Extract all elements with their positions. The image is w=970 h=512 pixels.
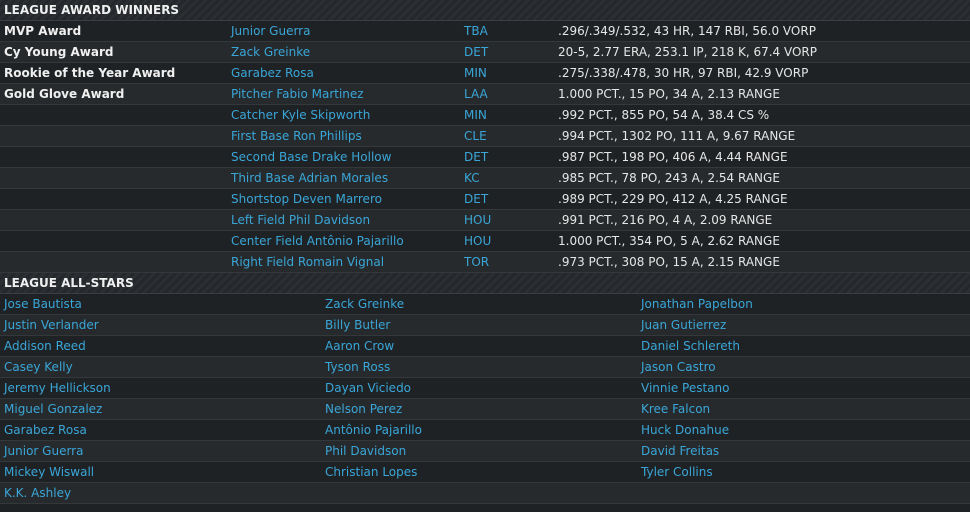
all-star-player-link[interactable]: Addison Reed xyxy=(4,339,86,353)
award-player-link[interactable]: Pitcher Fabio Martinez xyxy=(231,87,364,101)
award-row: Second Base Drake Hollow DET .987 PCT., 19… xyxy=(0,147,970,168)
all-star-player-link[interactable]: Juan Gutierrez xyxy=(641,318,727,332)
award-row: Shortstop Deven Marrero DET .989 PCT., 229… xyxy=(0,189,970,210)
award-team-link[interactable]: KC xyxy=(464,171,480,185)
award-team-link[interactable]: DET xyxy=(464,192,489,206)
award-name: Cy Young Award xyxy=(4,45,114,59)
all-star-player-link[interactable]: David Freitas xyxy=(641,444,720,458)
award-stats: 1.000 PCT., 354 PO, 5 A, 2.62 RANGE xyxy=(558,234,780,248)
all-star-player-link[interactable]: Daniel Schlereth xyxy=(641,339,740,353)
award-row: Right Field Romain Vignal TOR .973 PCT., 3… xyxy=(0,252,970,273)
award-stats: .973 PCT., 308 PO, 15 A, 2.15 RANGE xyxy=(558,255,780,269)
award-player-link[interactable]: Second Base Drake Hollow xyxy=(231,150,392,164)
all-star-row: Miguel Gonzalez Nelson Perez Kree Falcon xyxy=(0,399,970,420)
award-player-link[interactable]: Left Field Phil Davidson xyxy=(231,213,371,227)
award-stats: .275/.338/.478, 30 HR, 97 RBI, 42.9 VORP xyxy=(558,66,809,80)
award-player-link[interactable]: Third Base Adrian Morales xyxy=(231,171,389,185)
all-star-player-link[interactable]: Jason Castro xyxy=(641,360,716,374)
award-winners-section: LEAGUE AWARD WINNERS MVP Award Junior Gue… xyxy=(0,0,970,273)
award-player-link[interactable]: Shortstop Deven Marrero xyxy=(231,192,382,206)
all-star-player-link[interactable]: Junior Guerra xyxy=(4,444,84,458)
award-stats: 20-5, 2.77 ERA, 253.1 IP, 218 K, 67.4 VO… xyxy=(558,45,818,59)
award-player-link[interactable]: Right Field Romain Vignal xyxy=(231,255,385,269)
award-stats: .992 PCT., 855 PO, 54 A, 38.4 CS % xyxy=(558,108,770,122)
award-team-link[interactable]: LAA xyxy=(464,87,488,101)
all-star-player-link[interactable]: Christian Lopes xyxy=(325,465,418,479)
award-team-link[interactable]: DET xyxy=(464,45,489,59)
all-star-player-link[interactable]: Phil Davidson xyxy=(325,444,407,458)
award-team-link[interactable]: MIN xyxy=(464,66,487,80)
award-stats: .989 PCT., 229 PO, 412 A, 4.25 RANGE xyxy=(558,192,788,206)
award-player-link[interactable]: Zack Greinke xyxy=(231,45,311,59)
all-star-row: Garabez Rosa Antônio Pajarillo Huck Donahu… xyxy=(0,420,970,441)
all-star-row: Jeremy Hellickson Dayan Viciedo Vinnie Pes… xyxy=(0,378,970,399)
all-star-player-link[interactable]: Jonathan Papelbon xyxy=(641,297,753,311)
award-player-link[interactable]: Center Field Antônio Pajarillo xyxy=(231,234,404,248)
award-row: Third Base Adrian Morales KC .985 PCT., 78… xyxy=(0,168,970,189)
award-row: Cy Young Award Zack Greinke DET 20-5, 2.77 … xyxy=(0,42,970,63)
award-team-link[interactable]: HOU xyxy=(464,234,492,248)
award-name: MVP Award xyxy=(4,24,82,38)
award-player-link[interactable]: Garabez Rosa xyxy=(231,66,314,80)
all-star-player-link[interactable]: Antônio Pajarillo xyxy=(325,423,422,437)
all-star-player-link[interactable]: Tyson Ross xyxy=(325,360,391,374)
all-star-player-link[interactable]: K.K. Ashley xyxy=(4,486,72,500)
all-star-player-link[interactable]: Vinnie Pestano xyxy=(641,381,730,395)
award-team-link[interactable]: CLE xyxy=(464,129,487,143)
award-row: Left Field Phil Davidson HOU .991 PCT., 21… xyxy=(0,210,970,231)
award-stats: 1.000 PCT., 15 PO, 34 A, 2.13 RANGE xyxy=(558,87,780,101)
award-team-link[interactable]: TBA xyxy=(464,24,488,38)
all-star-player-link[interactable]: Casey Kelly xyxy=(4,360,73,374)
award-row: Center Field Antônio Pajarillo HOU 1.000 P… xyxy=(0,231,970,252)
all-star-player-link[interactable]: Jose Bautista xyxy=(4,297,82,311)
all-star-player-link[interactable]: Huck Donahue xyxy=(641,423,730,437)
award-winners-table: MVP Award Junior Guerra TBA .296/.349/.532,… xyxy=(0,21,970,273)
award-player-link[interactable]: Catcher Kyle Skipworth xyxy=(231,108,371,122)
award-stats: .991 PCT., 216 PO, 4 A, 2.09 RANGE xyxy=(558,213,773,227)
award-row: Rookie of the Year Award Garabez Rosa MIN.… xyxy=(0,63,970,84)
award-team-link[interactable]: TOR xyxy=(464,255,490,269)
award-row: Gold Glove Award Pitcher Fabio Martinez LA… xyxy=(0,84,970,105)
all-star-player-link[interactable]: Mickey Wiswall xyxy=(4,465,95,479)
all-star-row: K.K. Ashley xyxy=(0,483,970,504)
award-winners-header: LEAGUE AWARD WINNERS xyxy=(0,0,970,21)
all-star-player-link[interactable]: Zack Greinke xyxy=(325,297,405,311)
award-row: MVP Award Junior Guerra TBA .296/.349/.532,… xyxy=(0,21,970,42)
award-player-link[interactable]: Junior Guerra xyxy=(231,24,311,38)
all-star-row: Mickey Wiswall Christian Lopes Tyler Colli… xyxy=(0,462,970,483)
award-team-link[interactable]: DET xyxy=(464,150,489,164)
award-team-link[interactable]: MIN xyxy=(464,108,487,122)
all-star-row: Addison Reed Aaron Crow Daniel Schlereth xyxy=(0,336,970,357)
all-star-player-link[interactable]: Miguel Gonzalez xyxy=(4,402,103,416)
all-star-row: Junior Guerra Phil Davidson David Freitas xyxy=(0,441,970,462)
award-team-link[interactable]: HOU xyxy=(464,213,492,227)
all-star-row: Justin Verlander Billy Butler Juan Gutierr… xyxy=(0,315,970,336)
award-player-link[interactable]: First Base Ron Phillips xyxy=(231,129,362,143)
award-row: First Base Ron Phillips CLE .994 PCT., 130… xyxy=(0,126,970,147)
all-star-player-link[interactable]: Nelson Perez xyxy=(325,402,403,416)
award-stats: .987 PCT., 198 PO, 406 A, 4.44 RANGE xyxy=(558,150,788,164)
all-star-player-link[interactable]: Billy Butler xyxy=(325,318,391,332)
all-stars-section: LEAGUE ALL-STARS Jose Bautista Zack Grein… xyxy=(0,273,970,504)
award-name: Gold Glove Award xyxy=(4,87,125,101)
all-star-player-link[interactable]: Justin Verlander xyxy=(4,318,99,332)
all-star-player-link[interactable]: Aaron Crow xyxy=(325,339,395,353)
award-stats: .994 PCT., 1302 PO, 111 A, 9.67 RANGE xyxy=(558,129,796,143)
all-stars-table: Jose Bautista Zack Greinke Jonathan Papelb… xyxy=(0,294,970,504)
award-stats: .985 PCT., 78 PO, 243 A, 2.54 RANGE xyxy=(558,171,780,185)
all-star-player-link[interactable]: Garabez Rosa xyxy=(4,423,87,437)
award-row: Catcher Kyle Skipworth MIN .992 PCT., 855 … xyxy=(0,105,970,126)
award-name: Rookie of the Year Award xyxy=(4,66,176,80)
all-star-player-link[interactable]: Jeremy Hellickson xyxy=(4,381,111,395)
all-stars-header: LEAGUE ALL-STARS xyxy=(0,273,970,294)
award-stats: .296/.349/.532, 43 HR, 147 RBI, 56.0 VOR… xyxy=(558,24,816,38)
all-star-player-link[interactable]: Kree Falcon xyxy=(641,402,711,416)
all-star-player-link[interactable]: Tyler Collins xyxy=(641,465,713,479)
all-star-player-link[interactable]: Dayan Viciedo xyxy=(325,381,412,395)
all-star-row: Casey Kelly Tyson Ross Jason Castro xyxy=(0,357,970,378)
all-star-row: Jose Bautista Zack Greinke Jonathan Papelb… xyxy=(0,294,970,315)
